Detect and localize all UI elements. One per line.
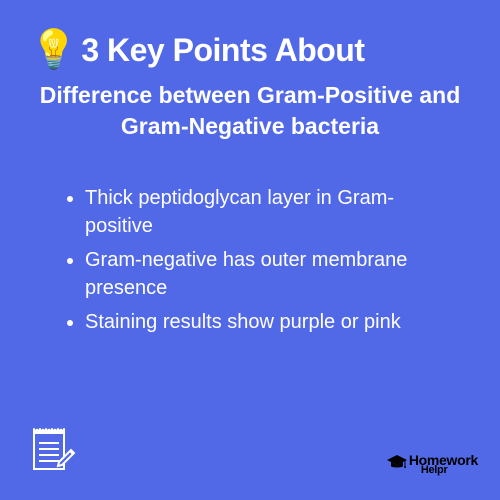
main-title: 3 Key Points About: [81, 32, 364, 69]
notepad-icon: [24, 421, 80, 482]
graduation-cap-icon: [387, 455, 407, 476]
logo-text: Homework Helpr: [409, 455, 478, 475]
header-row: 💡 3 Key Points About: [0, 0, 500, 80]
lightbulb-icon: 💡: [30, 28, 77, 72]
list-item: Staining results show purple or pink: [85, 308, 440, 336]
list-item: Thick peptidoglycan layer in Gram-positi…: [85, 184, 440, 240]
subtitle: Difference between Gram-Positive and Gra…: [0, 80, 500, 142]
brand-logo: Homework Helpr: [387, 455, 478, 476]
key-points-list: Thick peptidoglycan layer in Gram-positi…: [0, 184, 500, 336]
list-item: Gram-negative has outer membrane presenc…: [85, 246, 440, 302]
